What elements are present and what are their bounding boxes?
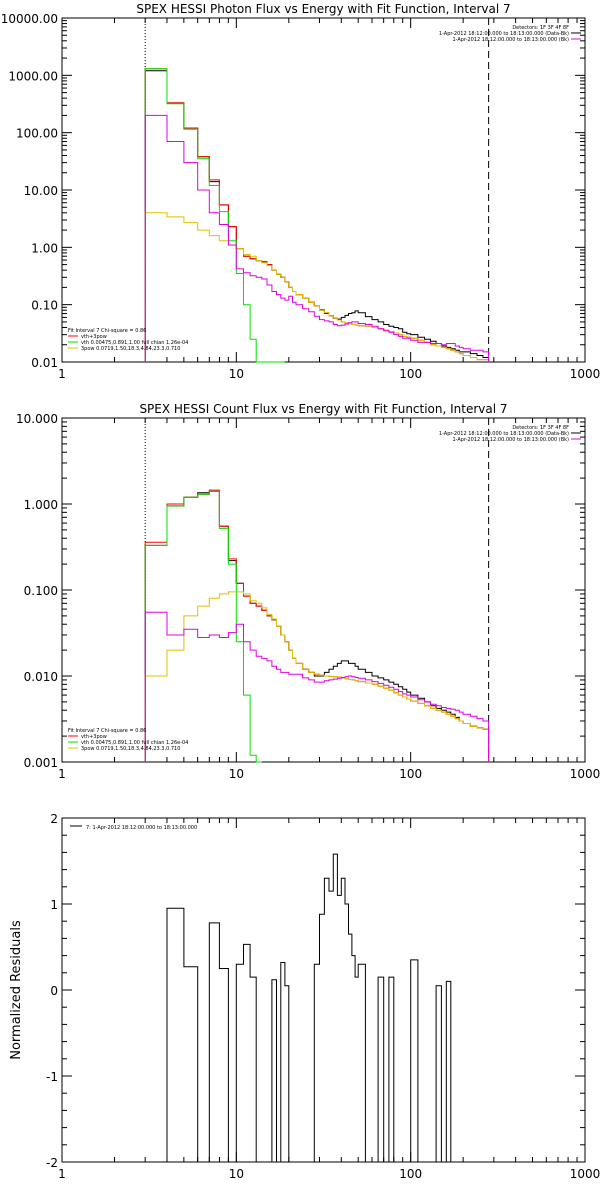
legend-fit-text: vth+3pow (81, 734, 107, 740)
x-tick-label: 10 (229, 767, 244, 781)
y-tick-label: 0.001 (24, 756, 58, 770)
legend-top-text: 1-Apr-2012 18:12:00.000 to 18:13:00.000 … (439, 31, 569, 37)
x-tick-label: 1 (58, 1167, 66, 1181)
y-tick-label: 1.000 (24, 498, 58, 512)
y-tick-label: 1000.00 (8, 69, 58, 83)
x-tick-label: 100 (399, 1167, 422, 1181)
x-tick-label: 100 (399, 767, 422, 781)
y-tick-label: 2 (50, 812, 58, 826)
series-vth (144, 490, 262, 763)
x-tick-label: 1 (58, 767, 66, 781)
series-7 (145, 853, 489, 1163)
legend-top-text: 1-Apr-2012 18:12:00.000 to 18:13:00.000 … (452, 437, 569, 443)
chart-title-2: SPEX HESSI Count Flux vs Energy with Fit… (139, 402, 507, 416)
chart-title-1: SPEX HESSI Photon Flux vs Energy with Fi… (136, 2, 510, 16)
legend-top-text: Detectors: 1F 3F 4F 8F (512, 425, 569, 431)
series-bk (144, 114, 490, 362)
series-vth-3pow (144, 68, 490, 362)
plot-frame-2 (61, 417, 586, 763)
x-tick-label: 10 (229, 1167, 244, 1181)
series-bk (144, 611, 490, 762)
legend-fit-text: Fit Interval 7 Chi-square = 0.86 (68, 728, 146, 734)
x-tick-label: 1 (58, 367, 66, 381)
series-vth (144, 68, 285, 363)
legend-top-text: 1-Apr-2012 18:12:00.000 to 18:13:00.000 … (439, 431, 569, 437)
series-data-bk (144, 490, 490, 762)
y-tick-label: 1 (50, 898, 58, 912)
x-tick-label: 10 (229, 367, 244, 381)
x-tick-label: 100 (399, 367, 422, 381)
y-tick-label: 0.010 (24, 670, 58, 684)
series-data-bk (144, 70, 490, 362)
y-axis-label: Normalized Residuals (9, 920, 24, 1060)
y-tick-label: 10.00 (24, 184, 58, 198)
legend-fit-text: vth+3pow (81, 334, 107, 340)
y-tick-label: 0.100 (24, 584, 58, 598)
legend-fit-text: vth 0.00475,0.891,1.00 full chian 1.26e-… (81, 740, 188, 746)
legend-top-text: Detectors: 1F 3F 4F 8F (512, 25, 569, 31)
y-tick-label: 10000.00 (1, 12, 58, 26)
legend-fit-text: 3pow 0.0719,1.50,18.3,4.84,23.3,0.710 (81, 346, 180, 352)
x-tick-label: 1000 (570, 367, 600, 381)
series-3pow (144, 591, 490, 762)
y-tick-label: 0.01 (31, 356, 58, 370)
y-tick-label: 0.10 (31, 299, 58, 313)
y-tick-label: -2 (46, 1156, 58, 1170)
y-tick-label: 0 (50, 984, 58, 998)
plot-frame-3 (61, 817, 586, 1163)
legend-fit-text: Fit Interval 7 Chi-square = 0.86 (68, 328, 146, 334)
legend-fit-text: 3pow 0.0719,1.50,18.3,4.84,23.3,0.710 (81, 746, 180, 752)
legend-top-text: 7: 1-Apr-2012 18:12:00.000 to 18:13:00.0… (86, 825, 197, 831)
y-tick-label: 1.00 (31, 241, 58, 255)
series-vth-3pow (144, 489, 490, 762)
x-tick-label: 1000 (570, 1167, 600, 1181)
y-tick-label: -1 (46, 1070, 58, 1084)
legend-top-text: 1-Apr-2012 18:12:00.000 to 18:13:00.000 … (452, 37, 569, 43)
y-tick-label: 100.00 (16, 127, 58, 141)
y-tick-label: 10.000 (16, 412, 58, 426)
legend-fit-text: vth 0.00475,0.891,1.00 full chian 1.26e-… (81, 340, 188, 346)
x-tick-label: 1000 (570, 767, 600, 781)
series-3pow (144, 212, 490, 362)
